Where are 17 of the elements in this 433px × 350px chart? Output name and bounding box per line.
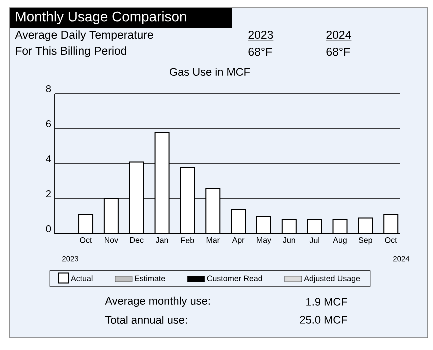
chart-subtitle: Gas Use in MCF (170, 68, 250, 76)
y-tick-label: 6 (46, 120, 52, 128)
text: 2024 (326, 30, 352, 40)
text: 68°F (326, 48, 350, 56)
text: Average Daily Temperature (15, 30, 154, 42)
text: Average monthly use: (105, 296, 210, 308)
y-tick-label: 4 (46, 156, 52, 162)
text: 25.0 MCF (300, 316, 348, 324)
text: 68°F (248, 48, 272, 56)
text: For This Billing Period (16, 46, 126, 58)
text: 1.9 MCF (306, 298, 348, 306)
y-tick-label: 2 (46, 190, 51, 198)
y-tick-label: 0 (46, 225, 52, 233)
text: Total annual use: (105, 316, 188, 324)
chart-title: Monthly Usage Comparison (16, 11, 186, 24)
y-tick-label: 8 (46, 85, 52, 93)
text: 2023 (248, 30, 274, 40)
